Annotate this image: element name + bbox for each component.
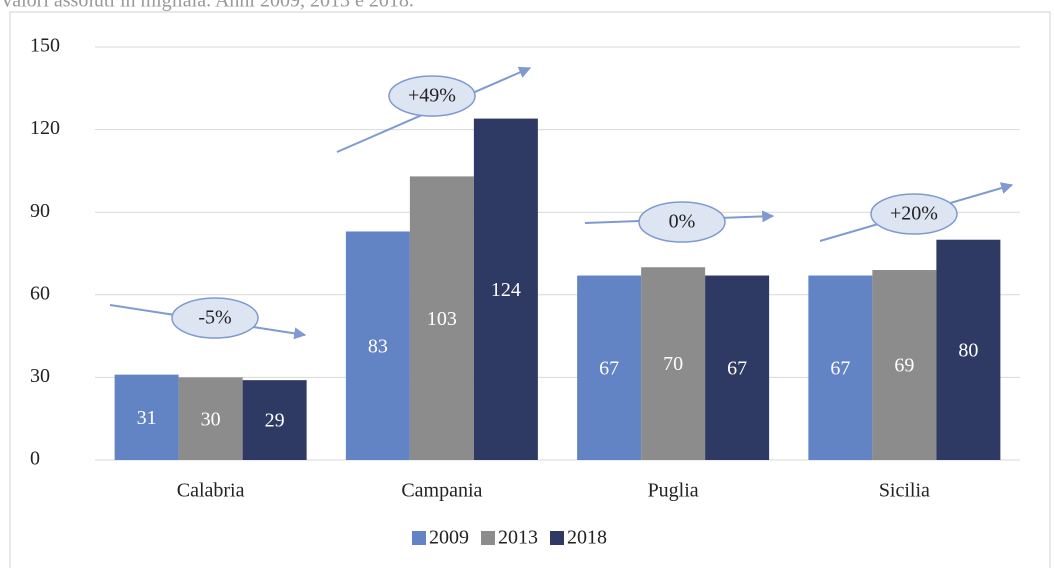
y-tick-label: 0 [30,448,40,470]
data-label: 70 [663,353,683,375]
annotation: +20% [890,203,938,225]
data-label: 30 [201,408,221,430]
chart-subtitle: Valori assoluti in migliaia. Anni 2009, … [0,0,414,12]
data-label: 124 [491,279,521,301]
legend-label: 2013 [498,527,538,549]
data-label: 67 [830,357,850,379]
y-tick-label: 90 [30,200,50,222]
x-tick-label: Campania [401,480,482,502]
annotation-bubble [388,75,476,117]
annotation-bubble [638,201,726,243]
x-tick-label: Puglia [648,480,699,502]
legend-swatch [412,531,426,545]
annotation-bubble [171,297,259,339]
data-label: 83 [368,335,388,357]
data-label: 103 [427,308,457,330]
bar [936,239,1001,460]
data-label: 29 [265,410,285,432]
y-tick-label: 60 [30,282,50,304]
bar [473,118,538,460]
data-label: 80 [958,339,978,361]
bar [114,374,179,460]
y-tick-label: 120 [30,117,60,139]
annotation: 0% [669,211,696,233]
legend-label: 2009 [429,527,469,549]
bar [409,176,474,460]
bar [641,267,706,460]
annotation-bubble [870,193,958,235]
bar [872,270,937,460]
legend-swatch [481,531,495,545]
bar [242,380,307,460]
annotation: +49% [408,85,456,107]
y-tick-label: 30 [30,365,50,387]
legend-swatch [550,531,564,545]
bar [178,377,243,460]
y-tick-label: 150 [30,35,60,57]
data-label: 31 [137,407,157,429]
bar [345,231,410,460]
annotation: -5% [198,307,231,329]
data-label: 69 [894,355,914,377]
bar [577,275,642,460]
data-label: 67 [599,357,619,379]
x-tick-label: Sicilia [879,480,930,502]
data-label: 67 [727,357,747,379]
x-tick-label: Calabria [177,480,245,502]
bar [808,275,873,460]
legend-label: 2018 [567,527,607,549]
bar [705,275,770,460]
